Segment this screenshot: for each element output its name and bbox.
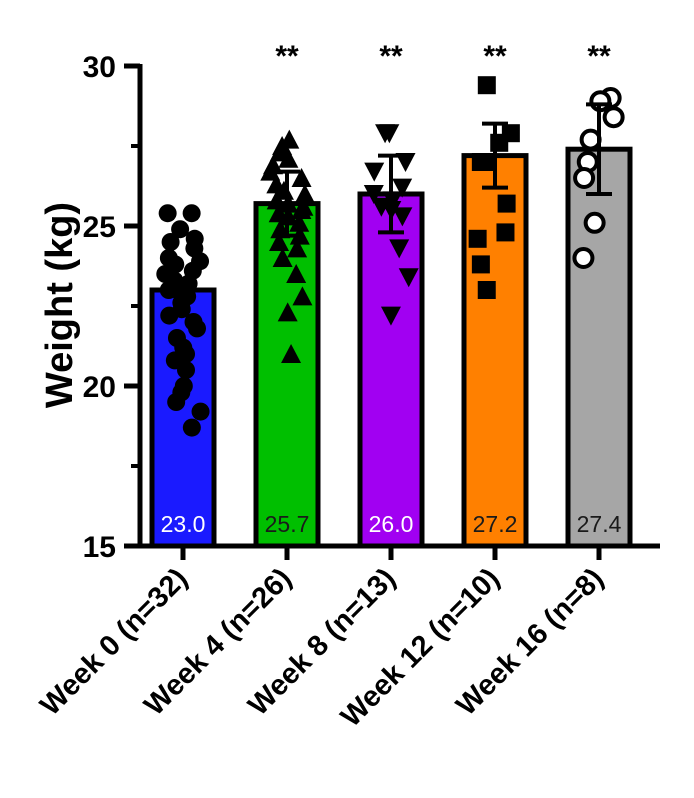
data-point-5-3 (602, 106, 625, 129)
data-point-2-26 (281, 344, 302, 363)
data-point-3-12 (398, 268, 419, 288)
data-point-2-21 (287, 238, 308, 258)
data-point-1-5 (161, 233, 180, 251)
data-point-2-6 (260, 161, 281, 181)
y-axis-title: Weight (kg) (39, 202, 81, 408)
data-point-3-4 (364, 162, 385, 182)
data-point-1-1 (182, 204, 201, 223)
data-point-4-9 (471, 255, 490, 274)
data-point-2-17 (289, 212, 310, 232)
bar-value-label-2: 25.7 (265, 511, 310, 537)
data-point-2-11 (266, 190, 287, 210)
data-point-1-31 (191, 402, 210, 421)
data-point-4-10 (477, 281, 496, 299)
data-point-5-6 (573, 167, 596, 189)
bar-value-label-5: 27.4 (577, 511, 622, 537)
data-point-2-14 (291, 200, 312, 219)
y-tick-label-25: 25 (83, 211, 116, 244)
data-point-2-7 (291, 168, 312, 187)
significance-label-5: ** (587, 40, 611, 73)
data-point-2-4 (278, 148, 299, 168)
y-tick-label-30: 30 (83, 51, 116, 84)
data-point-4-8 (468, 229, 487, 248)
data-point-2-24 (292, 286, 313, 306)
data-point-1-22 (188, 319, 207, 338)
bar-2 (253, 201, 321, 549)
bar-value-label-4: 27.2 (473, 511, 518, 537)
significance-label-2: ** (275, 40, 299, 73)
data-point-4-7 (496, 223, 515, 242)
data-point-2-10 (294, 184, 315, 203)
points-layer (156, 76, 625, 437)
bar-5 (565, 146, 633, 549)
data-point-3-10 (392, 207, 413, 227)
data-point-4-1 (477, 76, 496, 95)
data-point-3-3 (395, 153, 416, 172)
data-point-3-5 (392, 178, 413, 198)
data-point-4-6 (497, 194, 516, 213)
data-point-1-30 (167, 393, 186, 411)
bar-3 (357, 191, 425, 549)
bar-value-label-1: 23.0 (161, 511, 206, 537)
data-point-1-20 (160, 306, 179, 325)
significance-label-3: ** (379, 40, 403, 73)
data-point-1-32 (182, 418, 201, 437)
y-tick-label-15: 15 (83, 531, 116, 564)
data-point-3-6 (363, 185, 384, 204)
data-point-4-5 (475, 153, 494, 171)
data-point-1-2 (158, 204, 177, 223)
data-point-3-2 (375, 124, 396, 144)
data-point-2-20 (269, 232, 290, 251)
significance-label-4: ** (483, 40, 507, 73)
axes-layer (124, 63, 660, 560)
data-point-2-23 (286, 264, 307, 283)
data-point-5-4 (579, 128, 602, 151)
bar-4 (461, 153, 529, 549)
data-point-3-13 (380, 306, 401, 326)
data-point-4-3 (490, 133, 509, 152)
data-point-3-11 (389, 239, 410, 259)
data-point-1-3 (171, 220, 190, 239)
data-point-2-25 (277, 302, 298, 322)
data-point-5-7 (583, 211, 606, 234)
bar-value-label-3: 26.0 (369, 511, 414, 537)
data-point-5-8 (572, 247, 595, 269)
errorbars-layer (274, 102, 612, 238)
data-point-1-27 (177, 361, 196, 379)
data-point-2-22 (272, 248, 293, 267)
y-tick-label-20: 20 (83, 371, 116, 404)
